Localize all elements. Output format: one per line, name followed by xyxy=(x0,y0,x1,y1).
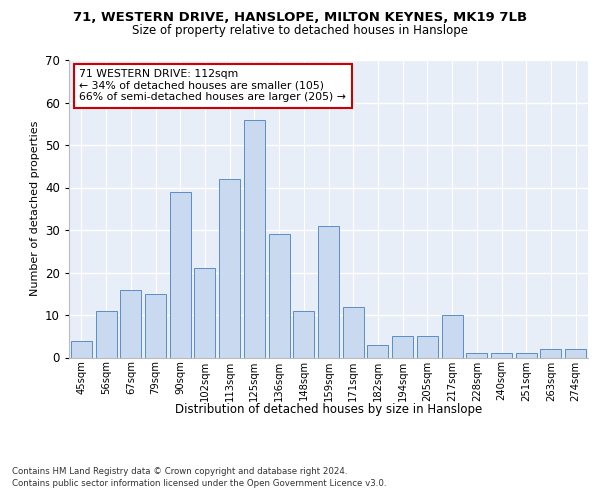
Bar xyxy=(367,345,388,358)
Bar xyxy=(491,353,512,358)
Y-axis label: Number of detached properties: Number of detached properties xyxy=(29,121,40,296)
Bar xyxy=(392,336,413,357)
Bar xyxy=(170,192,191,358)
Bar xyxy=(95,310,116,358)
Text: 71, WESTERN DRIVE, HANSLOPE, MILTON KEYNES, MK19 7LB: 71, WESTERN DRIVE, HANSLOPE, MILTON KEYN… xyxy=(73,11,527,24)
Bar xyxy=(466,353,487,358)
Text: Distribution of detached houses by size in Hanslope: Distribution of detached houses by size … xyxy=(175,402,482,415)
Text: Size of property relative to detached houses in Hanslope: Size of property relative to detached ho… xyxy=(132,24,468,37)
Bar xyxy=(565,349,586,358)
Bar xyxy=(417,336,438,357)
Text: 71 WESTERN DRIVE: 112sqm
← 34% of detached houses are smaller (105)
66% of semi-: 71 WESTERN DRIVE: 112sqm ← 34% of detach… xyxy=(79,69,346,102)
Text: Contains public sector information licensed under the Open Government Licence v3: Contains public sector information licen… xyxy=(12,479,386,488)
Bar xyxy=(293,310,314,358)
Bar xyxy=(244,120,265,358)
Bar xyxy=(318,226,339,358)
Bar xyxy=(541,349,562,358)
Bar xyxy=(194,268,215,358)
Bar xyxy=(145,294,166,358)
Bar xyxy=(269,234,290,358)
Bar xyxy=(219,179,240,358)
Bar xyxy=(442,315,463,358)
Bar xyxy=(343,306,364,358)
Bar xyxy=(120,290,141,358)
Text: Contains HM Land Registry data © Crown copyright and database right 2024.: Contains HM Land Registry data © Crown c… xyxy=(12,468,347,476)
Bar xyxy=(516,353,537,358)
Bar xyxy=(71,340,92,357)
